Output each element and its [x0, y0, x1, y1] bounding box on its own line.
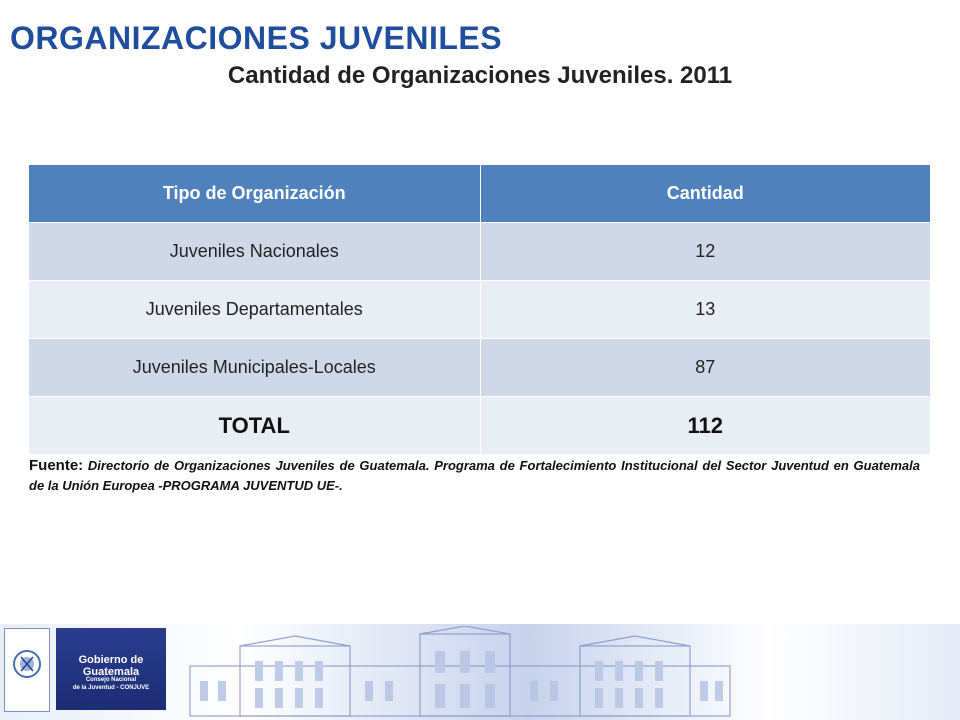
palace-illustration-icon [189, 626, 731, 717]
page-title: ORGANIZACIONES JUVENILES [10, 20, 503, 56]
header-cantidad: Cantidad [480, 165, 930, 223]
table-total-row: TOTAL 112 [29, 396, 930, 455]
row-type-cell: Juveniles Departamentales [29, 280, 481, 339]
coat-of-arms-box [4, 628, 50, 712]
page-subtitle: Cantidad de Organizaciones Juveniles. 20… [227, 62, 733, 89]
row-count-cell: 12 [480, 222, 930, 281]
council-name: Consejo Nacional de la Juventud - CONJUV… [56, 676, 166, 692]
table-row: Juveniles Nacionales 12 [29, 222, 930, 281]
council-line-2: de la Juventud - CONJUVE [72, 685, 150, 691]
footer-banner: Gobierno de Guatemala Consejo Nacional d… [0, 624, 960, 720]
source-text: Directorio de Organizaciones Juveniles d… [29, 458, 920, 493]
table-row: Juveniles Departamentales 13 [29, 280, 930, 339]
total-value-cell: 112 [480, 396, 930, 455]
organizations-table: Tipo de Organización Cantidad Juveniles … [29, 165, 930, 455]
council-line-1: Consejo Nacional [85, 677, 137, 683]
header-tipo: Tipo de Organización [29, 165, 481, 223]
row-count-cell: 13 [480, 280, 930, 339]
government-name: Gobierno de Guatemala [78, 654, 144, 678]
row-type-cell: Juveniles Municipales-Locales [29, 338, 481, 397]
row-type-cell: Juveniles Nacionales [29, 222, 481, 281]
table-row: Juveniles Municipales-Locales 87 [29, 338, 930, 397]
coat-of-arms-icon [13, 650, 41, 678]
table-header-row: Tipo de Organización Cantidad [29, 165, 930, 223]
total-label-cell: TOTAL [29, 396, 481, 455]
source-label: Fuente: [29, 457, 84, 474]
government-logo: Gobierno de Guatemala Consejo Nacional d… [56, 628, 166, 710]
source-note: Fuente: Directorio de Organizaciones Juv… [29, 456, 920, 496]
row-count-cell: 87 [480, 338, 930, 397]
